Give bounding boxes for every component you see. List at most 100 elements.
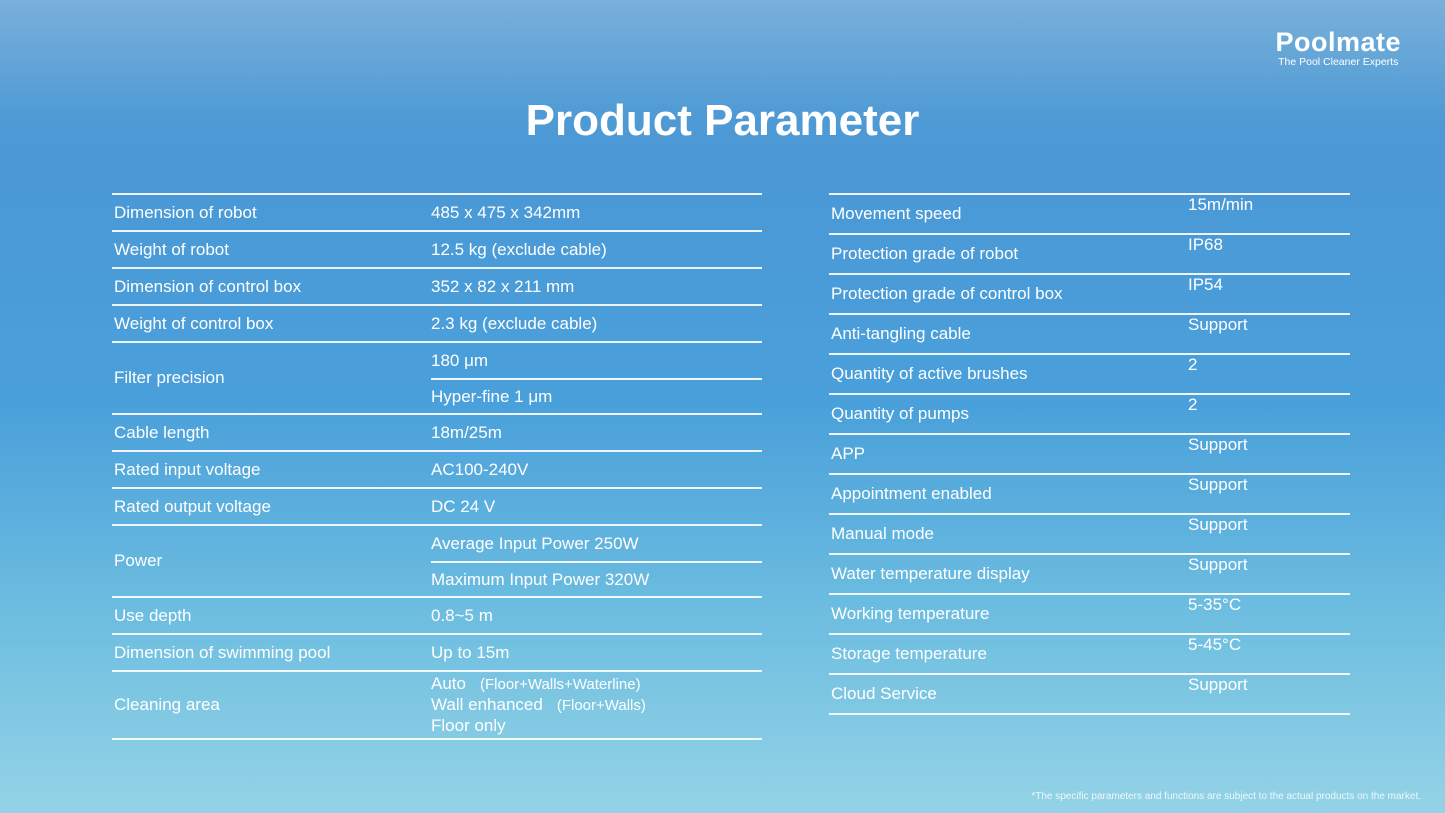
row-label: Rated input voltage xyxy=(114,459,261,479)
table-row: Protection grade of control box IP54 xyxy=(829,275,1350,315)
row-value: 12.5 kg (exclude cable) xyxy=(431,239,607,259)
row-values: IP68 xyxy=(1188,235,1350,273)
table-row: Weight of robot 12.5 kg (exclude cable) xyxy=(112,232,762,269)
row-values: 485 x 475 x 342mm xyxy=(431,195,762,230)
row-values: Up to 15m xyxy=(431,635,762,670)
row-value: 5-35°C xyxy=(1188,595,1242,614)
row-label: Dimension of control box xyxy=(114,276,302,296)
table-row: Working temperature 5-35°C xyxy=(829,595,1350,635)
row-value: Support xyxy=(1188,435,1248,454)
row-values: Support xyxy=(1188,555,1350,593)
row-values: 2 xyxy=(1188,355,1350,393)
table-row: APP Support xyxy=(829,435,1350,475)
row-label: Weight of robot xyxy=(114,239,229,259)
row-label: Filter precision xyxy=(114,368,225,387)
row-values: Average Input Power 250W Maximum Input Po… xyxy=(431,526,762,596)
left-spec-table: Dimension of robot 485 x 475 x 342mm Weigh… xyxy=(112,193,762,740)
table-row: Cloud Service Support xyxy=(829,675,1350,715)
row-label: Quantity of pumps xyxy=(831,404,969,423)
row-values: Support xyxy=(1188,435,1350,473)
row-label: Weight of control box xyxy=(114,313,274,333)
row-label: Anti-tangling cable xyxy=(831,324,971,343)
cleaning-mode: Floor only xyxy=(431,716,506,736)
row-value: Support xyxy=(1188,675,1248,694)
right-spec-table: Movement speed 15m/min Protection grade of… xyxy=(829,193,1350,715)
table-row: Water temperature display Support xyxy=(829,555,1350,595)
table-row: Quantity of active brushes 2 xyxy=(829,355,1350,395)
row-label: Cable length xyxy=(114,422,210,442)
row-values: Support xyxy=(1188,675,1350,713)
row-label: Cleaning area xyxy=(114,695,220,714)
table-row: Quantity of pumps 2 xyxy=(829,395,1350,435)
row-values: 2.3 kg (exclude cable) xyxy=(431,306,762,341)
row-values: Auto (Floor+Walls+Waterline) Wall enhanced… xyxy=(431,672,762,738)
row-label: Storage temperature xyxy=(831,644,987,663)
row-values: 5-35°C xyxy=(1188,595,1350,633)
row-label: Use depth xyxy=(114,605,192,625)
table-row: Protection grade of robot IP68 xyxy=(829,235,1350,275)
table-row: Rated input voltage AC100-240V xyxy=(112,452,762,489)
water-surface xyxy=(0,0,1445,120)
page-title: Product Parameter xyxy=(525,96,920,145)
row-label: Appointment enabled xyxy=(831,484,992,503)
row-value: IP68 xyxy=(1188,235,1223,254)
row-values: 15m/min xyxy=(1188,195,1350,233)
table-row: Manual mode Support xyxy=(829,515,1350,555)
table-row: Rated output voltage DC 24 V xyxy=(112,489,762,526)
row-value: 18m/25m xyxy=(431,422,502,442)
table-row: Dimension of swimming pool Up to 15m xyxy=(112,635,762,672)
table-row: Movement speed 15m/min xyxy=(829,195,1350,235)
row-value: 2.3 kg (exclude cable) xyxy=(431,313,598,333)
table-row: Storage temperature 5-45°C xyxy=(829,635,1350,675)
brand-name: Poolmate xyxy=(1275,27,1401,57)
row-values: Support xyxy=(1188,475,1350,513)
brand-logo: Poolmate The Pool Cleaner Experts xyxy=(1275,28,1401,68)
mode-name: Floor only xyxy=(431,716,506,735)
row-value: Hyper-fine 1 μm xyxy=(431,378,762,413)
cleaning-mode: Wall enhanced (Floor+Walls) xyxy=(431,695,646,716)
table-row: Anti-tangling cable Support xyxy=(829,315,1350,355)
row-value: Support xyxy=(1188,315,1248,334)
row-value: 352 x 82 x 211 mm xyxy=(431,276,575,296)
mode-name: Auto xyxy=(431,674,466,693)
row-values: 0.8~5 m xyxy=(431,598,762,633)
row-values: 18m/25m xyxy=(431,415,762,450)
row-label: Manual mode xyxy=(831,524,935,543)
row-value: AC100-240V xyxy=(431,459,529,479)
row-value: 15m/min xyxy=(1188,195,1254,214)
row-value: Support xyxy=(1188,475,1248,494)
table-row: Weight of control box 2.3 kg (exclude cab… xyxy=(112,306,762,343)
row-values: 12.5 kg (exclude cable) xyxy=(431,232,762,267)
row-label: APP xyxy=(831,444,866,463)
row-value: 180 μm xyxy=(431,350,489,370)
row-value: DC 24 V xyxy=(431,496,496,516)
cleaning-modes: Auto (Floor+Walls+Waterline) Wall enhanced… xyxy=(431,672,762,738)
row-values: Support xyxy=(1188,515,1350,553)
row-value: IP54 xyxy=(1188,275,1223,294)
mode-name: Wall enhanced xyxy=(431,695,543,714)
table-row: Appointment enabled Support xyxy=(829,475,1350,515)
row-label: Rated output voltage xyxy=(114,496,271,516)
row-values: DC 24 V xyxy=(431,489,762,524)
row-label: Power xyxy=(114,551,163,570)
brand-tagline: The Pool Cleaner Experts xyxy=(1278,56,1399,68)
row-label: Water temperature display xyxy=(831,564,1030,583)
row-value: 0.8~5 m xyxy=(431,605,493,625)
row-value: 2 xyxy=(1188,395,1198,414)
row-label: Dimension of robot xyxy=(114,202,257,222)
mode-detail: (Floor+Walls+Waterline) xyxy=(479,676,641,693)
row-label: Movement speed xyxy=(831,204,962,223)
row-values: IP54 xyxy=(1188,275,1350,313)
row-label: Cloud Service xyxy=(831,684,937,703)
row-label: Protection grade of control box xyxy=(831,284,1063,303)
row-value: Up to 15m xyxy=(431,642,510,662)
row-label: Protection grade of robot xyxy=(831,244,1019,263)
row-label: Quantity of active brushes xyxy=(831,364,1028,383)
row-values: 5-45°C xyxy=(1188,635,1350,673)
table-row: Dimension of robot 485 x 475 x 342mm xyxy=(112,195,762,232)
table-row: Use depth 0.8~5 m xyxy=(112,598,762,635)
row-value: 2 xyxy=(1188,355,1198,374)
row-value: 5-45°C xyxy=(1188,635,1242,654)
row-values: Support xyxy=(1188,315,1350,353)
row-values: 2 xyxy=(1188,395,1350,433)
